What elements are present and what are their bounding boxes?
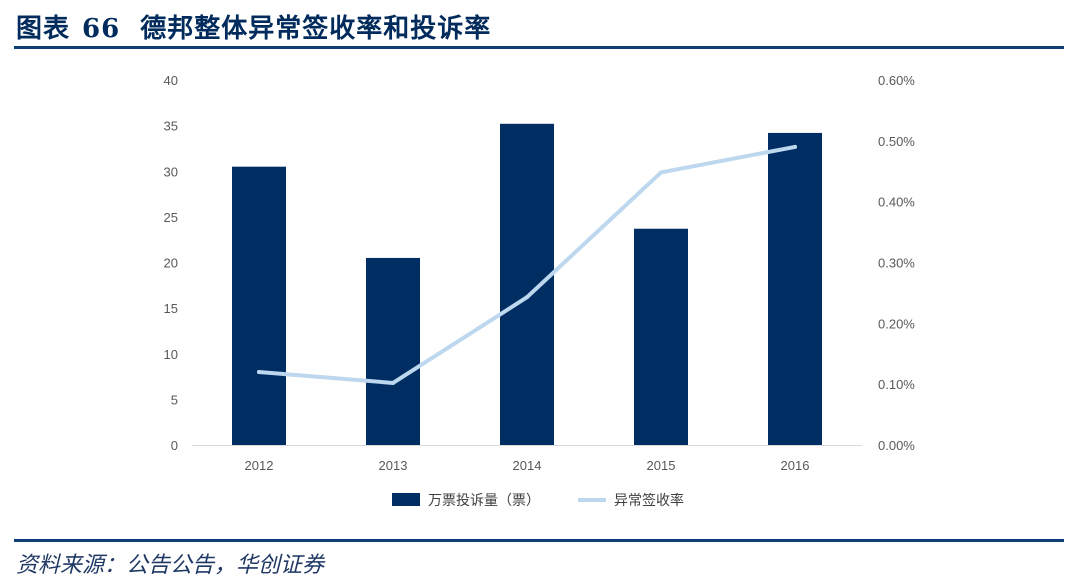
right-tick-label: 0.60% <box>878 73 915 88</box>
top-rule <box>14 46 1064 49</box>
x-tick-label: 2012 <box>245 458 274 473</box>
bar-series <box>232 123 822 446</box>
right-tick-label: 0.10% <box>878 377 915 392</box>
bar-2016 <box>768 132 822 446</box>
left-tick-label: 30 <box>164 164 178 179</box>
x-tick-label: 2014 <box>513 458 542 473</box>
right-tick-label: 0.00% <box>878 438 915 453</box>
bottom-rule <box>14 539 1064 542</box>
line-point-2013 <box>391 380 395 385</box>
x-tick-label: 2015 <box>647 458 676 473</box>
page-title: 图表 66 德邦整体异常签收率和投诉率 <box>16 8 491 45</box>
line-series-layer <box>257 144 797 385</box>
legend: 万票投诉量（票） 异常签收率 <box>392 492 684 509</box>
source-note: 资料来源：公告公告，华创证券 <box>16 553 325 578</box>
left-tick-label: 10 <box>164 347 178 362</box>
right-tick-label: 0.20% <box>878 316 915 331</box>
legend-line-label: 异常签收率 <box>614 492 684 509</box>
bar-2013 <box>366 257 420 445</box>
left-tick-label: 5 <box>171 392 178 407</box>
legend-bar-swatch <box>392 493 420 506</box>
left-tick-label: 40 <box>164 73 178 88</box>
line-point-2015 <box>659 170 663 175</box>
left-axis: 0 5 10 15 20 25 30 35 40 <box>164 73 178 453</box>
left-tick-label: 35 <box>164 119 178 134</box>
title-bar: 图表 66 德邦整体异常签收率和投诉率 <box>0 0 1080 48</box>
right-axis: 0.00% 0.10% 0.20% 0.30% 0.40% 0.50% 0.60% <box>878 73 915 453</box>
left-tick-label: 0 <box>171 438 178 453</box>
figure-label: 图表 <box>16 14 71 44</box>
x-tick-label: 2016 <box>781 458 810 473</box>
right-tick-label: 0.50% <box>878 134 915 149</box>
right-tick-label: 0.40% <box>878 195 915 210</box>
line-point-2016 <box>793 144 797 149</box>
legend-bar-label: 万票投诉量（票） <box>428 493 540 509</box>
left-tick-label: 25 <box>164 210 178 225</box>
x-axis: 2012 2013 2014 2015 2016 <box>245 458 810 473</box>
x-tick-label: 2013 <box>379 458 408 473</box>
left-tick-label: 15 <box>164 301 178 316</box>
line-point-2012 <box>257 370 261 374</box>
line-point-2014 <box>525 295 529 300</box>
right-tick-label: 0.30% <box>878 256 915 271</box>
left-tick-label: 20 <box>164 256 178 271</box>
combo-chart: 0 5 10 15 20 25 30 35 40 0.00% 0.10% 0.20% 0.30% 0.4… <box>164 73 916 509</box>
chart-title: 德邦整体异常签收率和投诉率 <box>140 14 492 44</box>
bar-2012 <box>232 166 286 445</box>
figure-number: 66 <box>82 14 121 44</box>
bar-2014 <box>500 123 554 446</box>
bar-2015 <box>634 228 688 445</box>
